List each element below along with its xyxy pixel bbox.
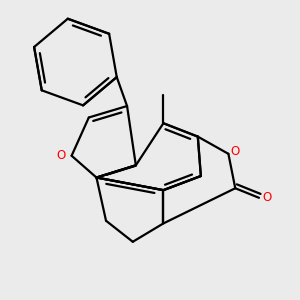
Text: O: O <box>231 146 240 158</box>
Text: O: O <box>56 149 65 162</box>
Text: O: O <box>263 191 272 204</box>
